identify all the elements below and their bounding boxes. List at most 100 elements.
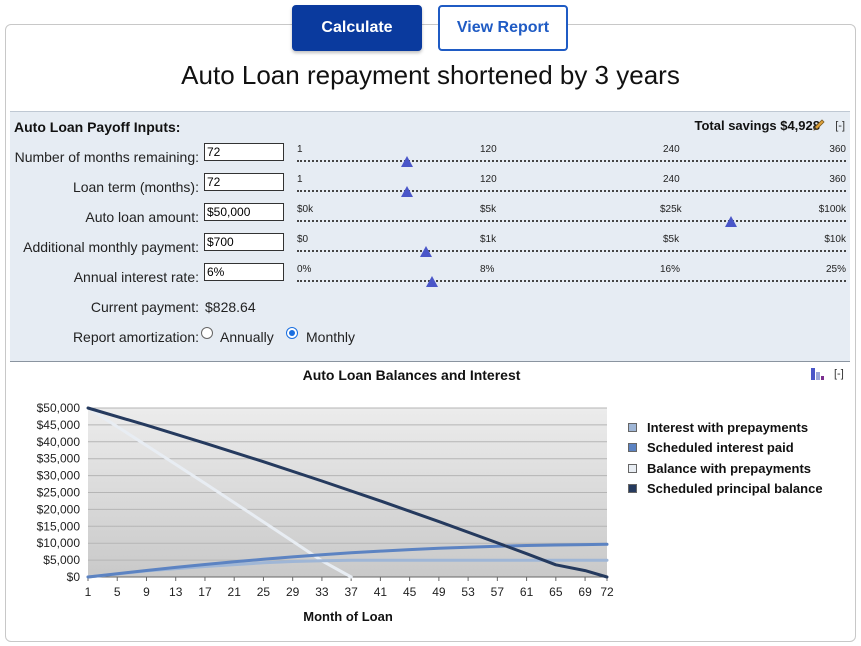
chart-type-icon[interactable] bbox=[810, 367, 830, 381]
slider-tick-label: 360 bbox=[829, 144, 846, 155]
slider-tick-label: 120 bbox=[480, 144, 497, 155]
inputs-panel: Auto Loan Payoff Inputs: Total savings $… bbox=[10, 111, 850, 362]
calculate-button[interactable]: Calculate bbox=[292, 5, 422, 51]
legend-label: Balance with prepayments bbox=[647, 460, 811, 476]
x-tick-label: 61 bbox=[520, 585, 534, 599]
annually-radio[interactable] bbox=[201, 327, 213, 339]
x-tick-label: 33 bbox=[315, 585, 329, 599]
slider-track bbox=[297, 160, 846, 162]
monthly-radio[interactable] bbox=[286, 327, 298, 339]
slider-tick-label: 120 bbox=[480, 174, 497, 185]
annually-option-label[interactable]: Annually bbox=[220, 329, 274, 345]
y-tick-label: $0 bbox=[67, 570, 81, 584]
y-tick-label: $40,000 bbox=[37, 435, 81, 449]
slider-tick-label: 16% bbox=[660, 264, 681, 275]
additional-payment-slider[interactable]: $0 $1k $5k $10k bbox=[297, 232, 846, 260]
slider-thumb[interactable] bbox=[400, 156, 413, 167]
x-tick-label: 69 bbox=[578, 585, 592, 599]
y-tick-label: $25,000 bbox=[37, 486, 81, 500]
legend-swatch bbox=[628, 443, 637, 453]
slider-thumb[interactable] bbox=[420, 246, 432, 257]
legend-swatch bbox=[628, 422, 637, 432]
months-remaining-label: Number of months remaining: bbox=[14, 149, 199, 165]
monthly-option-label[interactable]: Monthly bbox=[306, 329, 356, 345]
months-remaining-input[interactable] bbox=[204, 143, 284, 161]
x-tick-label: 1 bbox=[85, 585, 92, 599]
slider-tick-label: $5k bbox=[480, 204, 497, 215]
series-line bbox=[86, 542, 609, 579]
x-tick-label: 25 bbox=[257, 585, 271, 599]
x-tick-label: 53 bbox=[461, 585, 475, 599]
x-tick-label: 45 bbox=[403, 585, 417, 599]
legend-item: Interest with prepayments bbox=[628, 417, 823, 438]
slider-tick-label: $0k bbox=[297, 204, 314, 215]
loan-amount-label: Auto loan amount: bbox=[85, 209, 199, 225]
slider-tick-label: 25% bbox=[825, 264, 846, 275]
slider-thumb[interactable] bbox=[400, 186, 413, 197]
current-payment-label: Current payment: bbox=[90, 299, 199, 315]
legend-label: Scheduled interest paid bbox=[647, 440, 794, 456]
inputs-collapse-toggle[interactable]: [-] bbox=[835, 120, 845, 132]
slider-tick-label: $0 bbox=[297, 234, 309, 245]
chart-legend: Interest with prepayments Scheduled inte… bbox=[628, 417, 823, 499]
slider-tick-label: 240 bbox=[663, 174, 680, 185]
interest-rate-input[interactable] bbox=[204, 263, 284, 281]
y-tick-label: $45,000 bbox=[37, 418, 81, 432]
slider-tick-label: 1 bbox=[297, 174, 303, 185]
legend-item: Balance with prepayments bbox=[628, 458, 823, 479]
x-tick-label: 9 bbox=[143, 585, 150, 599]
slider-track bbox=[297, 190, 846, 192]
months-remaining-slider[interactable]: 1 120 240 360 bbox=[297, 142, 846, 170]
series-line bbox=[86, 406, 353, 579]
loan-amount-input[interactable] bbox=[204, 203, 284, 221]
chart-collapse-toggle[interactable]: [-] bbox=[834, 368, 844, 380]
legend-swatch bbox=[628, 484, 637, 494]
total-savings: Total savings $4,928 bbox=[694, 118, 821, 133]
legend-label: Interest with prepayments bbox=[647, 419, 809, 435]
additional-payment-input[interactable] bbox=[204, 233, 284, 251]
additional-payment-label: Additional monthly payment: bbox=[23, 239, 199, 255]
x-axis-title: Month of Loan bbox=[303, 609, 393, 624]
x-tick-label: 49 bbox=[432, 585, 446, 599]
y-tick-label: $30,000 bbox=[37, 469, 81, 483]
view-report-button[interactable]: View Report bbox=[438, 5, 568, 51]
current-payment-value: $828.64 bbox=[205, 299, 256, 315]
x-tick-label: 65 bbox=[549, 585, 563, 599]
legend-item: Scheduled principal balance bbox=[628, 479, 823, 500]
slider-tick-label: 8% bbox=[480, 264, 495, 275]
slider-tick-label: $25k bbox=[660, 204, 682, 215]
loan-term-label: Loan term (months): bbox=[72, 179, 199, 195]
x-tick-label: 37 bbox=[344, 585, 358, 599]
x-tick-label: 29 bbox=[286, 585, 300, 599]
slider-track bbox=[297, 280, 846, 282]
x-tick-label: 17 bbox=[198, 585, 212, 599]
interest-rate-label: Annual interest rate: bbox=[73, 269, 199, 285]
legend-swatch bbox=[628, 463, 637, 473]
x-tick-label: 57 bbox=[491, 585, 505, 599]
slider-tick-label: 360 bbox=[829, 174, 846, 185]
legend-label: Scheduled principal balance bbox=[647, 481, 823, 497]
interest-rate-slider[interactable]: 0% 8% 16% 25% bbox=[297, 262, 846, 290]
slider-thumb[interactable] bbox=[724, 216, 737, 227]
slider-track bbox=[297, 220, 846, 222]
slider-tick-label: $100k bbox=[818, 204, 846, 215]
slider-tick-label: $5k bbox=[663, 234, 680, 245]
result-headline: Auto Loan repayment shortened by 3 years bbox=[181, 60, 680, 90]
loan-amount-slider[interactable]: $0k $5k $25k $100k bbox=[297, 202, 846, 230]
edit-pencil-icon[interactable] bbox=[812, 118, 826, 132]
loan-term-slider[interactable]: 1 120 240 360 bbox=[297, 172, 846, 200]
slider-tick-label: $10k bbox=[824, 234, 846, 245]
y-tick-label: $35,000 bbox=[37, 452, 81, 466]
series-line bbox=[86, 406, 609, 579]
x-tick-label: 72 bbox=[600, 585, 614, 599]
y-tick-label: $5,000 bbox=[43, 553, 80, 567]
x-tick-label: 41 bbox=[374, 585, 388, 599]
loan-term-input[interactable] bbox=[204, 173, 284, 191]
x-tick-label: 5 bbox=[114, 585, 121, 599]
y-tick-label: $15,000 bbox=[37, 519, 81, 533]
slider-tick-label: $1k bbox=[480, 234, 497, 245]
slider-thumb[interactable] bbox=[425, 276, 438, 287]
y-tick-label: $20,000 bbox=[37, 502, 81, 516]
y-tick-label: $10,000 bbox=[37, 536, 81, 550]
